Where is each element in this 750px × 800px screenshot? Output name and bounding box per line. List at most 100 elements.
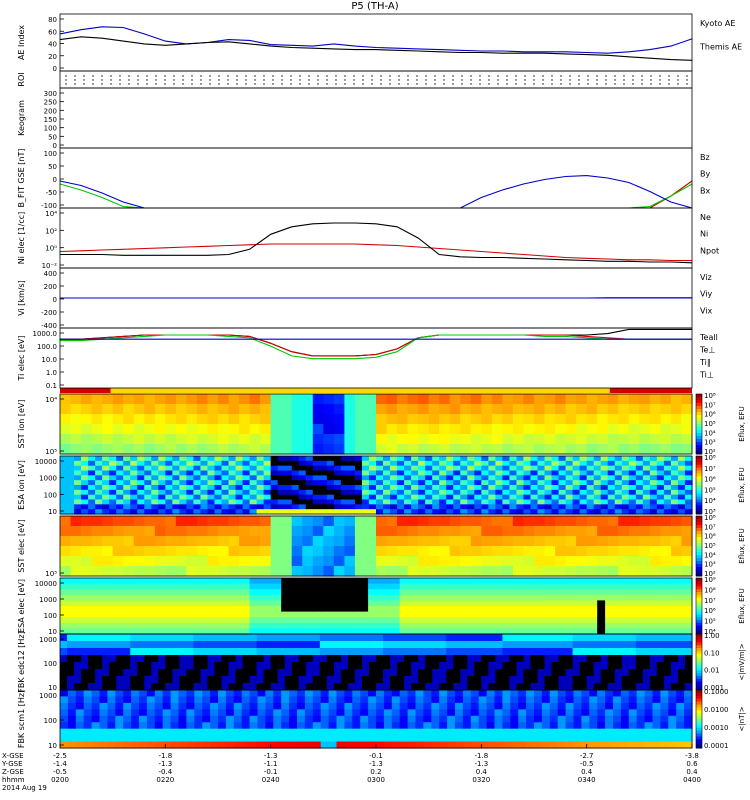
keogram-ytick-label: 200 [44,107,57,115]
roi-dot [335,79,337,81]
fbk_edc-cell [319,655,328,663]
sst_ion-cell [491,404,503,415]
fbk_scm-cell [123,735,132,743]
roi-dot [416,75,418,77]
sst_ion-colorbar-frame [695,393,703,455]
esa_elec-cell [368,611,377,618]
sst_elec-cell [639,556,651,567]
esa_ion-cell [551,456,560,462]
esa_ion-cell [607,460,616,467]
roi-dot [110,79,112,81]
esa_ion-cell [453,475,461,481]
esa_ion-cell [495,460,503,467]
esa_elec-cell [534,600,543,607]
esa_ion-cell [179,499,187,505]
roi-dot [65,75,67,77]
esa_elec-cell [146,628,156,635]
sst_ion-cell [407,424,419,435]
esa_elec-cell [139,594,148,601]
fbk_edc-cell [74,634,82,642]
esa_ion-ytick-label: 1000 [39,475,57,483]
esa_elec-colorbar-tick: 10⁵ [704,618,716,626]
fbk_scm-cell [178,735,187,743]
fbk_scm-cell [478,709,488,717]
keogram-ylabel: Keogram [17,100,26,136]
esa_ion-colorbar-cell [696,461,702,466]
esa_ion-cell [530,485,539,491]
fbk_edc-cell [200,634,209,642]
fbk_edc-cell [319,683,328,691]
fbk_scm-cell [684,709,693,717]
roi-dot [632,79,634,81]
sst_ion-cell [428,424,440,435]
esa_ion-cell [123,480,131,486]
fbk_edc-cell [361,648,370,656]
esa_elec-cell [194,583,203,590]
sst_elec-cell [165,536,177,547]
esa_elec-cell [360,628,369,635]
esa_ion-cell [200,485,209,491]
esa_elec-cell [249,600,259,607]
esa_ion-cell [621,465,630,472]
esa_elec-cell [549,594,559,601]
sst_ion-cell [407,404,419,415]
fbk_edc-cell [614,662,623,670]
fbk_scm-colorbar-cell [696,701,702,705]
sst_ion-cell [397,414,409,425]
temperature-legend-1: Te⊥ [699,346,715,355]
esa_elec-cell [383,617,393,624]
fbk_edc-heatmap-cells [60,634,693,691]
esa_ion-cell [460,489,468,496]
sst_ion-cell [270,434,282,445]
roi-dot [452,79,454,81]
esa_elec-cell [249,622,259,629]
esa_ion-ytick-label: 10000 [35,458,57,466]
sst_elec-cell [133,556,145,567]
esa_ion-colorbar-cell [696,502,702,506]
fbk_edc-cell [537,648,546,656]
fbk_edc-cell [361,669,370,677]
esa_ion-cell [200,456,209,462]
fbk_edc-cell [81,634,89,642]
esa_elec-cell [91,622,101,629]
esa_elec-cell [407,622,417,629]
fbk_scm-cell [312,722,322,730]
esa_ion-cell [614,460,623,467]
esa_ion-cell [586,470,595,476]
sst_elec-cell [576,556,588,567]
esa_ion-cell [256,456,265,462]
esa_ion-cell [621,475,630,481]
fbk_scm-cell [107,728,116,736]
fbk_scm-cell [613,702,622,710]
fbk_edc-cell [544,669,553,677]
esa_ion-cell [284,509,293,515]
esa_ion-cell [481,499,489,505]
fbk_scm-cell [320,709,330,717]
fbk_scm-cell [352,735,361,743]
esa_elec-cell [312,600,322,607]
sst_elec-cell [165,516,177,527]
esa_elec-cell [668,578,677,585]
roi-dot [83,83,85,85]
esa_ion-cell [551,509,560,515]
fbk_edc-ytick-label: 10 [48,684,57,692]
sst_ion-cell [376,404,388,415]
esa_ion-cell [432,494,440,501]
sst_ion-cell [270,394,282,405]
esa_ion-cell [284,494,293,501]
esa_elec-cell [328,578,338,585]
sst_ion-cell [228,414,240,425]
sst_elec-cell [196,556,209,567]
roi-dot [524,79,526,81]
fbk_edc-cell [551,655,560,663]
esa_elec-cell [660,583,669,590]
fbk_edc-cell [558,641,567,649]
sst_elec-cell [333,526,345,537]
esa_ion-cell [172,504,180,510]
sst_ion-cell [607,404,619,415]
fbk_edc-cell [572,676,581,684]
fbk_edc-cell [523,683,532,691]
roi-dot [488,83,490,85]
esa_elec-cell [557,578,567,585]
fbk_scm-cell [186,728,195,736]
